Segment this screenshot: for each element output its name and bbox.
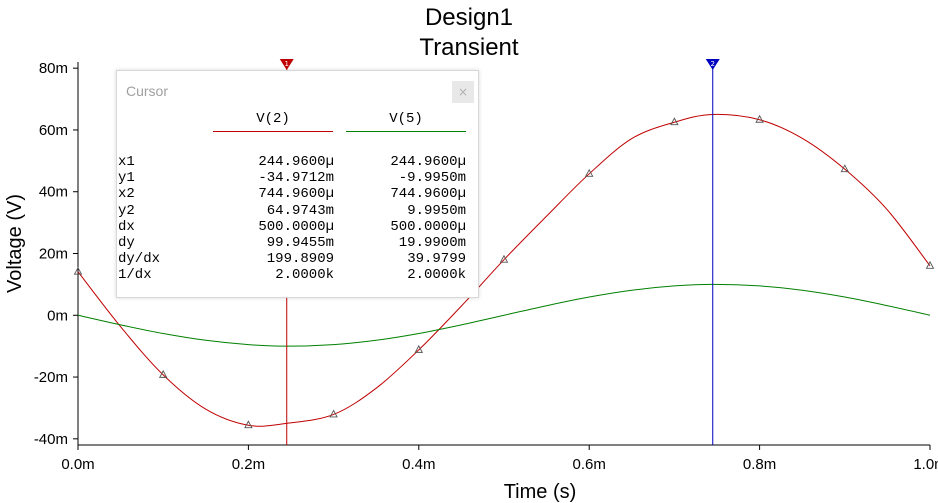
chart-subtitle: Transient: [419, 34, 519, 61]
cursor-row-value-v2: 2.0000k: [275, 267, 334, 284]
cursor-row-label: dy: [118, 235, 135, 251]
y-tick-label: 0m: [47, 307, 68, 324]
data-point-marker: [584, 168, 594, 177]
column-header-v2: V(2): [256, 111, 290, 127]
y-tick-label: 80m: [39, 60, 68, 77]
cursor-row: y1 -34.9712m -9.9950m: [117, 170, 478, 186]
column-underline-v5: [346, 131, 466, 132]
data-point-marker: [329, 409, 338, 418]
cursor-row-value-v5: 500.0000µ: [390, 218, 466, 235]
data-point-marker: [244, 420, 253, 429]
cursor-row-label: dx: [118, 218, 135, 235]
data-point-marker: [925, 260, 935, 269]
cursor-row-value-v5: 244.9600µ: [390, 154, 466, 170]
cursor-row: dy/dx 199.8909 39.9799: [117, 251, 478, 267]
data-point-marker: [158, 369, 168, 378]
cursor-row: dy 99.9455m 19.9900m: [117, 235, 478, 251]
cursor-row-value-v2: 199.8909: [266, 251, 334, 268]
y-tick-label: 40m: [39, 184, 68, 201]
x-tick-label: 0.2m: [232, 456, 265, 473]
cursor-row-value-v2: -34.9712m: [258, 170, 334, 187]
cursor-row-value-v5: 19.9900m: [398, 235, 466, 251]
cursor-row-value-v5: 39.9799: [407, 251, 466, 268]
cursor-row-label: x1: [118, 154, 135, 170]
data-point-marker: [670, 117, 679, 126]
data-point-marker: [73, 266, 83, 275]
cursor-row: y2 64.9743m 9.9950m: [117, 203, 478, 219]
cursor-panel-title: Cursor: [126, 83, 169, 99]
cursor-row: x2 744.9600µ 744.9600µ: [117, 186, 478, 202]
cursor-handle-2[interactable]: [705, 59, 720, 70]
x-tick-label: 0.0m: [61, 456, 94, 473]
x-tick-label: 1.0m: [913, 456, 938, 473]
y-tick-label: -40m: [34, 431, 68, 448]
y-tick-label: 60m: [39, 122, 68, 139]
y-axis-label: Voltage (V): [4, 194, 26, 293]
data-point-marker: [755, 114, 764, 123]
cursor-row-value-v5: -9.9950m: [398, 170, 466, 187]
data-point-marker: [499, 254, 509, 263]
cursor-row-value-v2: 244.9600µ: [258, 154, 334, 170]
cursor-row: 1/dx 2.0000k 2.0000k: [117, 267, 478, 283]
x-tick-label: 0.4m: [402, 456, 435, 473]
chart-title: Design1: [424, 4, 514, 31]
cursor-row-value-v2: 744.9600µ: [258, 186, 334, 203]
series-line-v2: [77, 113, 931, 427]
cursor-row-label: dy/dx: [118, 251, 161, 268]
cursor-row-label: y2: [118, 202, 135, 219]
column-underline-v2: [213, 131, 333, 132]
column-header-v5: V(5): [389, 111, 423, 127]
x-tick-label: 0.8m: [743, 456, 776, 473]
x-tick-label: 0.6m: [573, 456, 606, 473]
cursor-row-label: 1/dx: [118, 267, 152, 284]
x-axis-label: Time (s): [504, 481, 577, 503]
cursor-panel[interactable]: Cursor × V(2) V(5) x1 244.9600µ 244.9600µ y…: [116, 70, 479, 298]
cursor-row-value-v5: 9.9950m: [407, 202, 466, 219]
data-point-marker: [840, 164, 850, 173]
cursor-row-value-v5: 2.0000k: [407, 267, 466, 284]
cursor-row: dx 500.0000µ 500.0000µ: [117, 219, 478, 235]
close-icon[interactable]: ×: [452, 81, 474, 103]
cursor-row-value-v2: 64.9743m: [266, 202, 334, 219]
cursor-row: x1 244.9600µ 244.9600µ: [117, 154, 478, 170]
cursor-row-value-v2: 99.9455m: [266, 235, 334, 251]
cursor-row-value-v5: 744.9600µ: [390, 186, 466, 203]
series-line-v5: [77, 283, 931, 347]
cursor-handle-label: 2: [711, 60, 715, 68]
cursor-handle-1[interactable]: [279, 59, 294, 70]
data-point-marker: [414, 344, 424, 353]
cursor-row-label: y1: [118, 170, 135, 187]
y-tick-label: 20m: [39, 246, 68, 263]
cursor-handle-label: 1: [285, 60, 289, 68]
cursor-row-label: x2: [118, 186, 135, 203]
y-tick-label: -20m: [34, 369, 68, 386]
cursor-row-value-v2: 500.0000µ: [258, 218, 334, 235]
